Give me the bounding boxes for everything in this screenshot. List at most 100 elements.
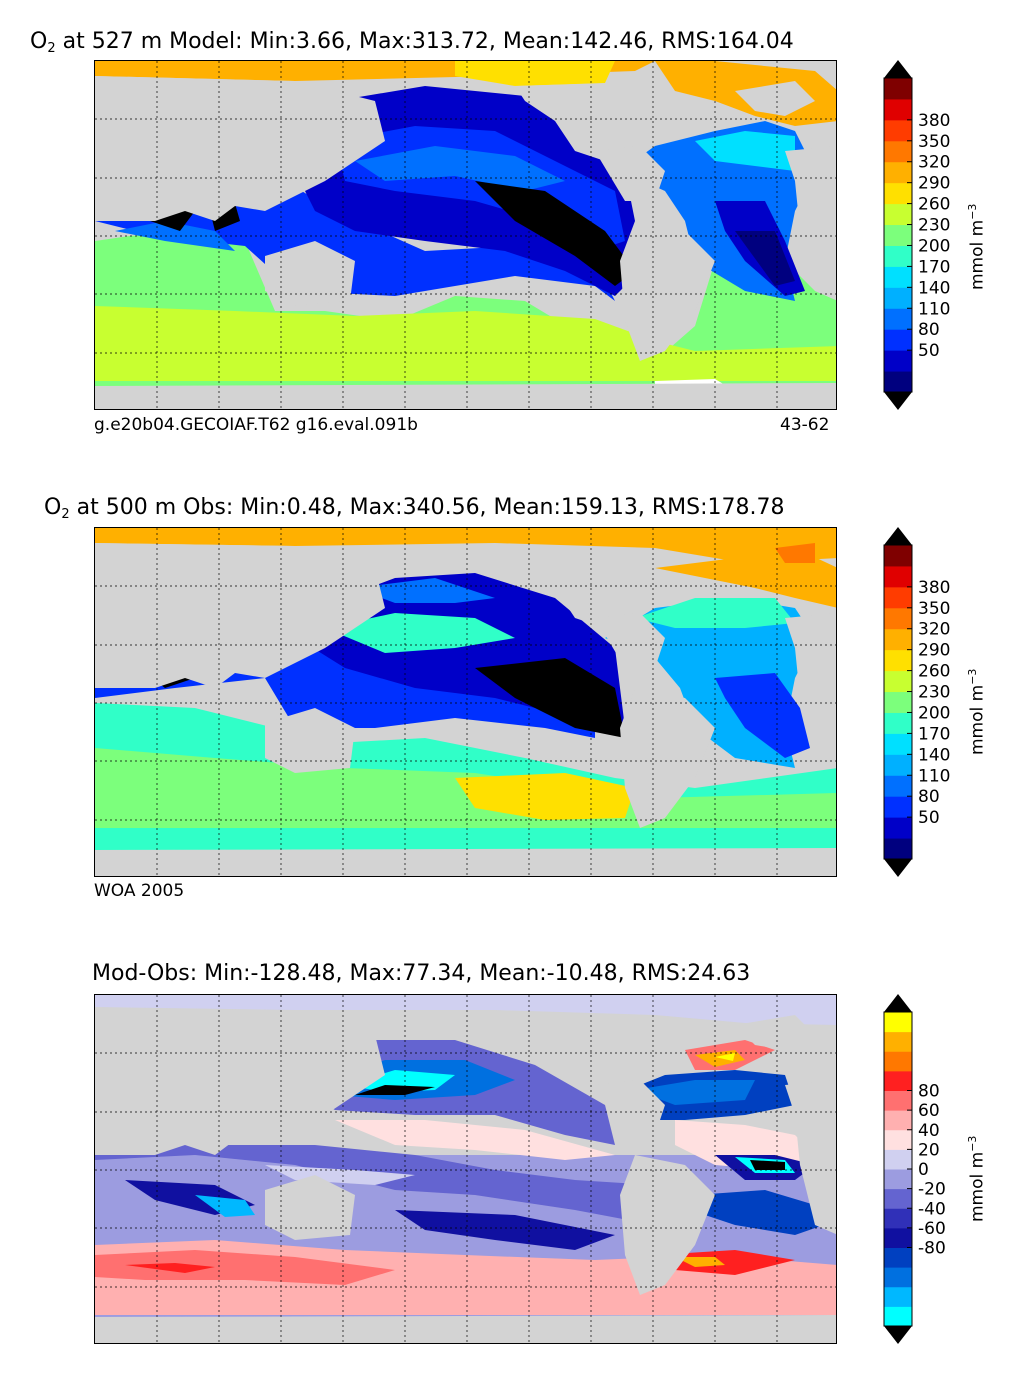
colorbar-tick-label: 0: [918, 1160, 929, 1180]
colorbar-tick-label: 170: [918, 257, 950, 277]
colorbar-tick-label: 80: [918, 1082, 940, 1102]
colorbar-segment: [884, 691, 912, 713]
colorbar-tick-label: 40: [918, 1121, 940, 1141]
colorbar-extend-bottom: [884, 859, 912, 877]
colorbar-extend-top: [884, 60, 912, 78]
colorbar-segment: [884, 1070, 912, 1091]
colorbar-tick-label: 20: [918, 1140, 940, 1160]
colorbar-tick-label: 230: [918, 216, 950, 236]
colorbar-tick-label: -20: [918, 1180, 946, 1200]
colorbar-tick-label: -60: [918, 1219, 946, 1239]
map-plot: [94, 527, 837, 877]
colorbar-label: mmol m−3: [966, 1136, 988, 1222]
colorbar-tick-label: 320: [918, 153, 950, 173]
colorbar-segment: [884, 266, 912, 288]
colorbar-segment: [884, 796, 912, 818]
title-text: at 527 m Model: Min:3.66, Max:313.72, Me…: [62, 29, 794, 54]
panel-title: O2 at 500 m Obs: Min:0.48, Max:340.56, M…: [44, 495, 785, 522]
colorbar-tick-label: 290: [918, 641, 950, 661]
colorbar-segment: [884, 1149, 912, 1170]
colorbar-segment: [884, 1227, 912, 1248]
colorbar-extend-bottom: [884, 392, 912, 410]
colorbar-segment: [884, 1129, 912, 1150]
colorbar-segment: [884, 203, 912, 226]
colorbar-segment: [884, 1051, 912, 1072]
title-prefix: O: [44, 495, 62, 520]
colorbar-tick-label: 380: [918, 111, 950, 131]
colorbar-tick-label: 230: [918, 683, 950, 703]
colorbar-segment: [884, 98, 912, 121]
colorbar-tick-label: 200: [918, 236, 950, 256]
panel-title: Mod-Obs: Min:-128.48, Max:77.34, Mean:-1…: [92, 961, 750, 986]
map-svg: [95, 528, 836, 876]
colorbar-segment: [884, 1169, 912, 1190]
colorbar-segment: [884, 712, 912, 734]
title-text: Mod-Obs: Min:-128.48, Max:77.34, Mean:-1…: [92, 961, 751, 986]
map-svg: [95, 995, 836, 1343]
colorbar-segment: [884, 161, 912, 184]
colorbar-segment: [884, 1031, 912, 1052]
note-left: WOA 2005: [94, 881, 185, 901]
colorbar-tick-label: 140: [918, 745, 950, 765]
colorbar-tick-label: 80: [918, 787, 940, 807]
colorbar-tick-label: 350: [918, 132, 950, 152]
panel-model: O2 at 527 m Model: Min:3.66, Max:313.72,…: [0, 0, 1021, 460]
colorbar-segment: [884, 1306, 912, 1327]
colorbar-segment: [884, 1110, 912, 1131]
colorbar-tick-label: 290: [918, 174, 950, 194]
colorbar-segment: [884, 1090, 912, 1111]
map-plot: [94, 994, 837, 1344]
map-svg: [95, 61, 836, 409]
colorbar-segment: [884, 754, 912, 776]
colorbar-segment: [884, 1012, 912, 1033]
colorbar-segment: [884, 245, 912, 267]
colorbar-tick-label: 50: [918, 808, 940, 828]
colorbar-unit-exp: −3: [966, 1135, 979, 1152]
colorbar-segment: [884, 1188, 912, 1209]
colorbar-segment: [884, 140, 912, 163]
colorbar-segment: [884, 565, 912, 588]
panel-obs: O2 at 500 m Obs: Min:0.48, Max:340.56, M…: [44, 495, 988, 901]
colorbar-tick-label: 260: [918, 195, 950, 215]
colorbar-segment: [884, 287, 912, 309]
note-left: g.e20b04.GECOIAF.T62 g16.eval.091b: [94, 415, 418, 435]
colorbar-tick-label: 320: [918, 620, 950, 640]
colorbar-segment: [884, 371, 912, 393]
colorbar-extend-bottom: [884, 1326, 912, 1344]
colorbar-tick-label: 50: [918, 341, 940, 361]
colorbar: 50 80 110 140 170 200 230 260 290 320 350 380: [883, 60, 950, 410]
colorbar-segment: [884, 545, 912, 567]
colorbar-segment: [884, 607, 912, 630]
colorbar-segment: [884, 182, 912, 205]
colorbar-segment: [884, 817, 912, 839]
colorbar-frame: [883, 544, 913, 860]
colorbar-tick-label: -80: [918, 1239, 946, 1259]
colorbar-segment: [884, 733, 912, 755]
colorbar-tick-label: 60: [918, 1101, 940, 1121]
colorbar-tick-label: -40: [918, 1199, 946, 1219]
colorbar-segment: [884, 78, 912, 100]
note-right: 43-62: [780, 415, 830, 435]
colorbar-tick-label: 110: [918, 766, 950, 786]
colorbar-tick-label: 350: [918, 599, 950, 619]
colorbar-segment: [884, 224, 912, 246]
colorbar: -80 -60 -40 -20 0 20 40 60 80: [883, 994, 946, 1344]
colorbar-segment: [884, 350, 912, 372]
title-prefix: O: [30, 29, 48, 54]
colorbar-tick-label: 380: [918, 578, 950, 598]
colorbar-extend-top: [884, 994, 912, 1012]
title-sub: 2: [47, 41, 56, 56]
title-text: at 500 m Obs: Min:0.48, Max:340.56, Mean…: [76, 495, 785, 520]
colorbar-segment: [884, 329, 912, 351]
colorbar-segment: [884, 649, 912, 672]
title-sub: 2: [61, 507, 70, 522]
colorbar-segment: [884, 119, 912, 142]
colorbar-segment: [884, 1208, 912, 1229]
colorbar-tick-label: 110: [918, 299, 950, 319]
colorbar-tick-label: 200: [918, 703, 950, 723]
colorbar-tick-label: 80: [918, 320, 940, 340]
colorbar-frame: [883, 77, 913, 393]
